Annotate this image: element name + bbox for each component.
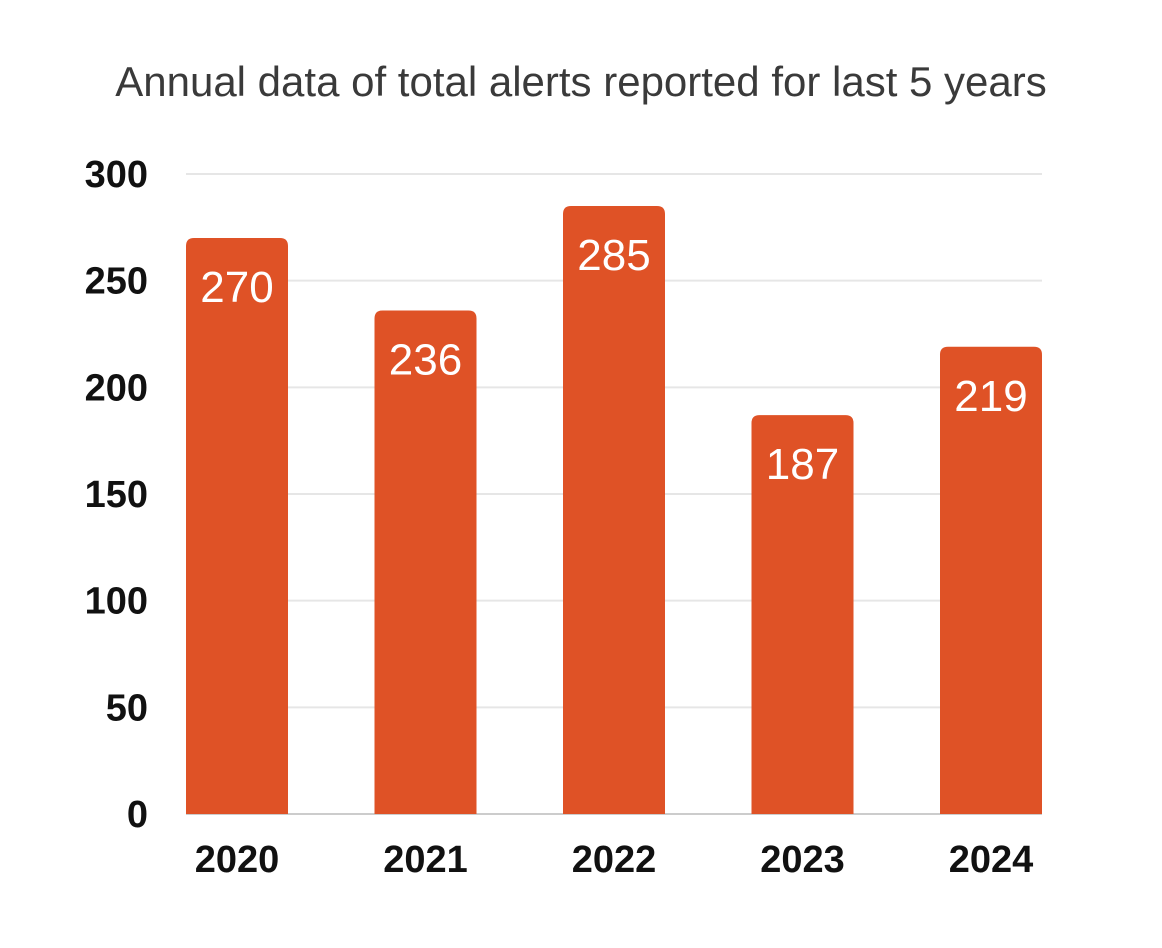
y-tick-label: 50 bbox=[106, 687, 148, 729]
x-tick-label-2023: 2023 bbox=[760, 839, 845, 881]
x-axis-tick-labels: 2020 2021 2022 2023 2024 bbox=[195, 839, 1034, 881]
y-tick-label: 300 bbox=[85, 154, 148, 196]
y-tick-label: 0 bbox=[127, 794, 148, 836]
y-tick-label: 200 bbox=[85, 367, 148, 409]
y-tick-label: 100 bbox=[85, 581, 148, 623]
bar-2024 bbox=[940, 346, 1042, 814]
x-tick-label-2022: 2022 bbox=[572, 839, 657, 881]
y-axis-tick-labels: 0 50 100 150 200 250 300 bbox=[85, 154, 148, 836]
x-tick-label-2021: 2021 bbox=[383, 839, 468, 881]
bar-2021 bbox=[374, 310, 477, 814]
x-tick-label-2020: 2020 bbox=[195, 839, 280, 881]
data-label-2024: 219 bbox=[954, 372, 1027, 421]
y-tick-label: 250 bbox=[85, 261, 148, 303]
x-tick-label-2024: 2024 bbox=[949, 839, 1034, 881]
data-label-2021: 236 bbox=[389, 336, 462, 385]
chart-title: Annual data of total alerts reported for… bbox=[115, 58, 1047, 105]
data-label-2020: 270 bbox=[200, 263, 273, 312]
bar-2020 bbox=[186, 238, 288, 814]
bars: 270 236 285 187 219 bbox=[186, 206, 1042, 814]
y-tick-label: 150 bbox=[85, 474, 148, 516]
bar-2023 bbox=[751, 415, 854, 814]
data-label-2022: 285 bbox=[577, 231, 650, 280]
bar-2022 bbox=[563, 206, 665, 814]
data-label-2023: 187 bbox=[766, 440, 839, 489]
